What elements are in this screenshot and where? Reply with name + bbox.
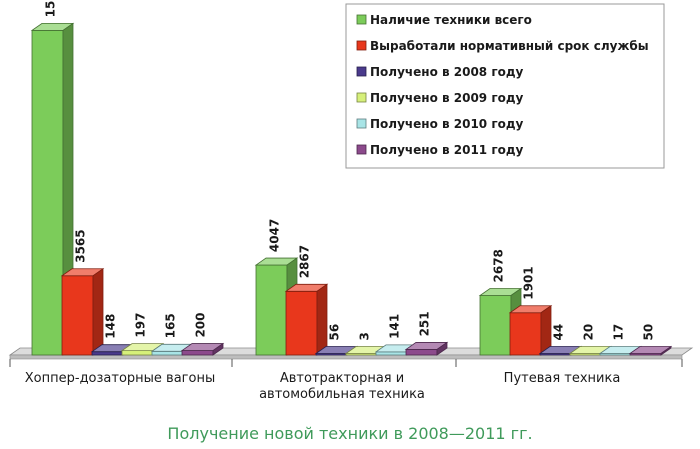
bar (628, 345, 673, 356)
bar (284, 283, 329, 356)
bar-front (375, 351, 408, 356)
bar-front (61, 275, 94, 356)
value-label: 165 (164, 313, 178, 338)
bar-side (212, 342, 224, 356)
value-label: 251 (418, 311, 432, 336)
value-label: 3565 (74, 229, 88, 262)
category-label: Путевая техника (504, 371, 621, 386)
legend-swatch (356, 14, 367, 25)
legend-swatch (356, 92, 367, 103)
bar-front (151, 350, 184, 356)
bar (404, 341, 449, 356)
value-label: 197 (134, 313, 148, 338)
value-label: 50 (642, 324, 656, 341)
bar (508, 304, 553, 356)
bar-front (285, 290, 318, 356)
legend-entry: Получено в 2011 году (370, 143, 524, 157)
category-label: Автотракторная и автомобильная техника (259, 371, 425, 402)
value-label: 15262 (44, 0, 58, 17)
legend-entry: Выработали нормативный срок службы (370, 39, 649, 53)
bar-front (31, 30, 64, 356)
value-label: 2867 (298, 245, 312, 278)
value-label: 3 (358, 332, 372, 340)
legend-swatch (356, 144, 367, 155)
legend-box (345, 3, 665, 169)
bars-group (30, 22, 673, 356)
bar-side (660, 345, 672, 356)
bar-front (479, 295, 512, 356)
value-label: 20 (582, 324, 596, 341)
legend-swatch (356, 118, 367, 129)
bar-side (92, 268, 104, 356)
legend-entry: Получено в 2009 году (370, 91, 524, 105)
legend-swatch (356, 66, 367, 77)
value-label: 17 (612, 324, 626, 341)
value-labels-group: 15262 4047 2678 3565 2867 1901 148 56 44 197 3 20 16… (44, 0, 656, 341)
category-label: Хоппер-дозаторные вагоны (25, 371, 215, 386)
value-label: 148 (104, 314, 118, 339)
value-label: 2678 (492, 249, 506, 282)
legend-swatch (356, 40, 367, 51)
bar-front (405, 349, 438, 356)
legend-entry: Получено в 2008 году (370, 65, 524, 79)
value-label: 44 (552, 324, 566, 341)
bar (180, 342, 225, 356)
chart-caption: Получение новой техники в 2008—2011 гг. (167, 424, 533, 443)
legend-entry: Получено в 2010 году (370, 117, 524, 131)
bar-side (316, 283, 328, 356)
bar-front (509, 312, 542, 356)
bar-front (255, 264, 288, 356)
bar-front (91, 351, 124, 356)
value-label: 141 (388, 314, 402, 339)
floor-front (9, 354, 683, 360)
value-label: 200 (194, 312, 208, 337)
value-label: 56 (328, 324, 342, 341)
value-label: 4047 (268, 219, 282, 252)
bar-side (436, 341, 448, 356)
bar (60, 268, 105, 356)
legend-entry: Наличие техники всего (370, 13, 532, 27)
category-labels-group: Хоппер-дозаторные вагоны Автотракторная и… (25, 371, 621, 402)
bar-front (121, 350, 154, 356)
value-label: 1901 (522, 266, 536, 299)
bar-chart: 15262 4047 2678 3565 2867 1901 148 56 44 197 3 20 16… (8, 0, 694, 402)
legend: Наличие техники всего Выработали норматив… (345, 3, 665, 169)
bar-front (181, 350, 214, 356)
